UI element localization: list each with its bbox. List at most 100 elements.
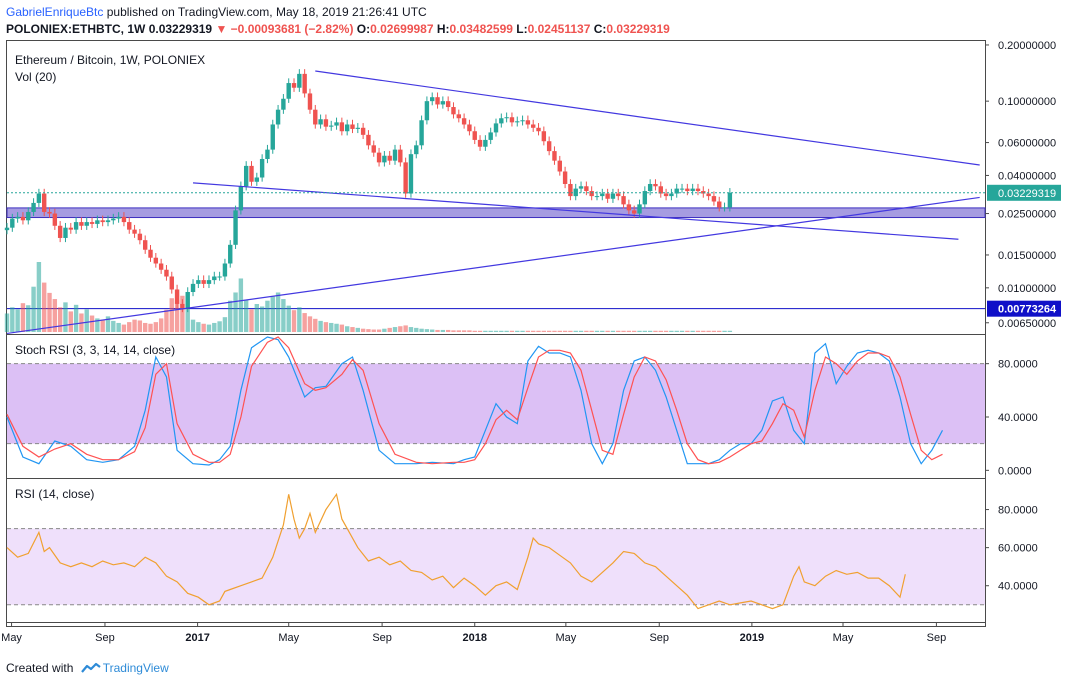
volume-bar: [323, 322, 329, 332]
author-link[interactable]: GabrielEnriqueBtc: [6, 5, 104, 19]
volume-bar: [722, 330, 727, 332]
candle-body: [68, 227, 73, 230]
candle-body: [243, 165, 249, 187]
candle-body: [695, 188, 701, 192]
volume-bar: [84, 309, 89, 332]
y-tick-label: 0.10000000: [998, 96, 1056, 108]
volume-bar: [57, 307, 63, 332]
volume-bar: [366, 329, 371, 332]
volume-bar: [185, 307, 190, 332]
x-tick-label: 2017: [185, 632, 209, 644]
volume-bar: [376, 329, 382, 332]
candle-body: [642, 191, 648, 205]
volume-bar: [600, 330, 605, 332]
candle-body: [483, 139, 488, 147]
x-tick-label: Sep: [649, 632, 669, 644]
candle-body: [541, 131, 547, 142]
volume-bar: [233, 292, 238, 332]
candle-body: [557, 160, 562, 172]
candle-body: [89, 222, 95, 224]
rsi-pane-title: RSI (14, close): [15, 487, 95, 501]
candle-body: [637, 204, 642, 214]
candle-body: [488, 132, 493, 140]
rsi-line: [6, 492, 906, 610]
tradingview-link[interactable]: TradingView: [102, 661, 169, 675]
candle-body: [499, 118, 504, 124]
stoch-y-tick-label: 40.0000: [998, 412, 1038, 424]
candle-body: [578, 186, 584, 189]
volume-bar: [26, 305, 31, 332]
volume-bar: [520, 330, 525, 332]
x-tick-label: 2018: [462, 632, 486, 644]
volume-bar: [318, 320, 323, 332]
volume-bar: [36, 262, 42, 332]
volume-bar: [169, 298, 174, 332]
volume-bar: [42, 282, 47, 332]
volume-bar: [95, 318, 100, 332]
volume-bar: [584, 330, 589, 332]
candle-body: [520, 120, 525, 122]
candle-body: [307, 93, 313, 110]
candle-body: [562, 171, 568, 184]
candle-body: [461, 118, 467, 125]
volume-bar: [360, 328, 366, 332]
low-label: L:: [516, 22, 528, 36]
candle-body: [95, 220, 100, 224]
volume-bar: [727, 330, 733, 332]
candle-body: [302, 73, 307, 94]
support-zone: [6, 207, 986, 219]
candle-body: [424, 101, 430, 121]
volume-bar: [493, 330, 499, 332]
volume-bar: [382, 328, 387, 332]
candle-body: [254, 177, 260, 182]
candle-body: [190, 283, 196, 292]
volume-bar: [445, 329, 451, 332]
volume-bar: [605, 330, 610, 332]
volume-bar: [286, 305, 291, 332]
volume-bar: [398, 326, 403, 332]
candle-body: [31, 202, 36, 212]
volume-bar: [647, 330, 653, 332]
candle-body: [376, 152, 382, 163]
volume-bar: [265, 300, 270, 332]
volume-bar: [212, 322, 217, 332]
volume-bar: [685, 330, 690, 332]
volume-bar: [467, 330, 472, 332]
volume-bar: [371, 329, 376, 332]
candle-body: [711, 196, 717, 202]
volume-bar: [419, 328, 424, 332]
volume-bar: [243, 299, 249, 332]
candle-body: [132, 229, 137, 234]
candle-body: [275, 109, 281, 125]
volume-bar: [589, 330, 594, 332]
candle-body: [621, 196, 626, 205]
volume-bar: [281, 299, 286, 332]
volume-bar: [329, 322, 334, 332]
candle-body: [270, 124, 275, 150]
candle-body: [111, 218, 116, 221]
volume-bar: [440, 329, 446, 332]
candle-body: [105, 220, 111, 223]
volume-bar: [63, 302, 68, 332]
candle-body: [531, 124, 536, 128]
y-tick-label: 0.04000000: [998, 170, 1056, 182]
candle-body: [584, 186, 589, 192]
candle-body: [690, 188, 695, 192]
candle-body: [403, 162, 408, 194]
volume-bar: [68, 311, 73, 332]
volume-bar: [254, 304, 260, 332]
footer: Created with TradingView: [6, 661, 169, 675]
trendline-rising-support: [6, 196, 980, 335]
candle-body: [318, 119, 323, 125]
candle-body: [610, 193, 616, 199]
chart-canvas[interactable]: 0.20000000 0.10000000 0.06000000 0.04000000…: [0, 0, 1073, 650]
candle-body: [57, 225, 63, 238]
ohlc-line: POLONIEX:ETHBTC, 1W 0.03229319 ▼ −0.0009…: [6, 22, 670, 36]
volume-bar: [557, 330, 562, 332]
volume-bar: [403, 325, 408, 332]
volume-bar: [228, 300, 233, 332]
y-tick-label: 0.06000000: [998, 138, 1056, 150]
volume-bar: [111, 320, 116, 332]
volume-bar: [504, 330, 509, 332]
volume-bar: [695, 330, 701, 332]
